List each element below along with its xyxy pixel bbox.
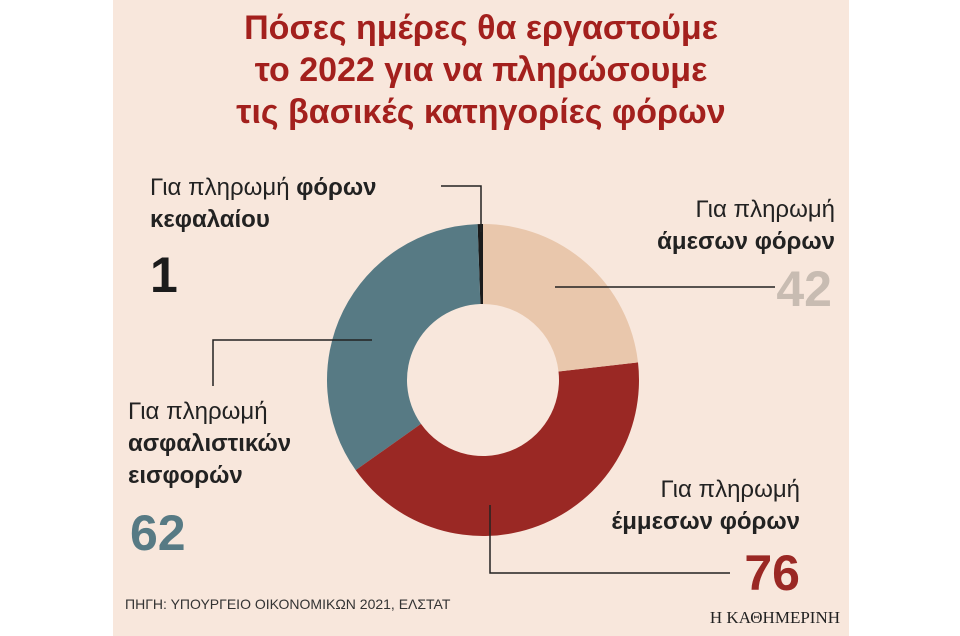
label-prefix: Για πληρωμή xyxy=(695,196,835,223)
label-name: ασφαλιστικών εισφορών xyxy=(128,430,292,489)
category-label: Για πληρωμή ασφαλιστικών εισφορών xyxy=(128,396,318,492)
category-label: Για πληρωμή έμμεσων φόρων xyxy=(540,474,800,538)
leader-line xyxy=(489,505,730,574)
label-prefix: Για πληρωμή xyxy=(128,398,268,425)
brand: Η ΚΑΘΗΜΕΡΙΝΗ xyxy=(709,608,840,627)
label-name: άμεσων φόρων xyxy=(657,228,835,255)
leader-line xyxy=(441,185,482,232)
value-label: 62 xyxy=(130,505,186,561)
label-prefix: Για πληρωμή xyxy=(660,476,800,503)
label-name: έμμεσων φόρων xyxy=(611,508,800,535)
donut-segment xyxy=(477,224,483,305)
leader-lines xyxy=(212,185,775,574)
value-label: 76 xyxy=(744,545,800,601)
category-label: Για πληρωμή φόρων κεφαλαίου xyxy=(150,172,380,236)
title-line: τις βασικές κατηγορίες φόρων xyxy=(236,93,726,131)
title-line: Πόσες ημέρες θα εργαστούμε xyxy=(244,9,718,47)
value-label: 42 xyxy=(776,261,832,317)
donut-segment xyxy=(326,224,481,471)
leader-line xyxy=(212,339,372,386)
label-name: φόρων κεφαλαίου xyxy=(150,174,377,233)
category-label: Για πληρωμή άμεσων φόρων xyxy=(575,194,835,258)
label-prefix: Για πληρωμή xyxy=(150,174,290,201)
title-line: το 2022 για να πληρώσουμε xyxy=(254,51,708,89)
value-label: 1 xyxy=(150,247,178,303)
donut-segment xyxy=(355,362,639,537)
donut-segment xyxy=(483,224,639,372)
source: ΠΗΓΗ: ΥΠΟΥΡΓΕΙΟ ΟΙΚΟΝΟΜΙΚΩΝ 2021, ΕΛΣΤΑΤ xyxy=(125,596,451,612)
